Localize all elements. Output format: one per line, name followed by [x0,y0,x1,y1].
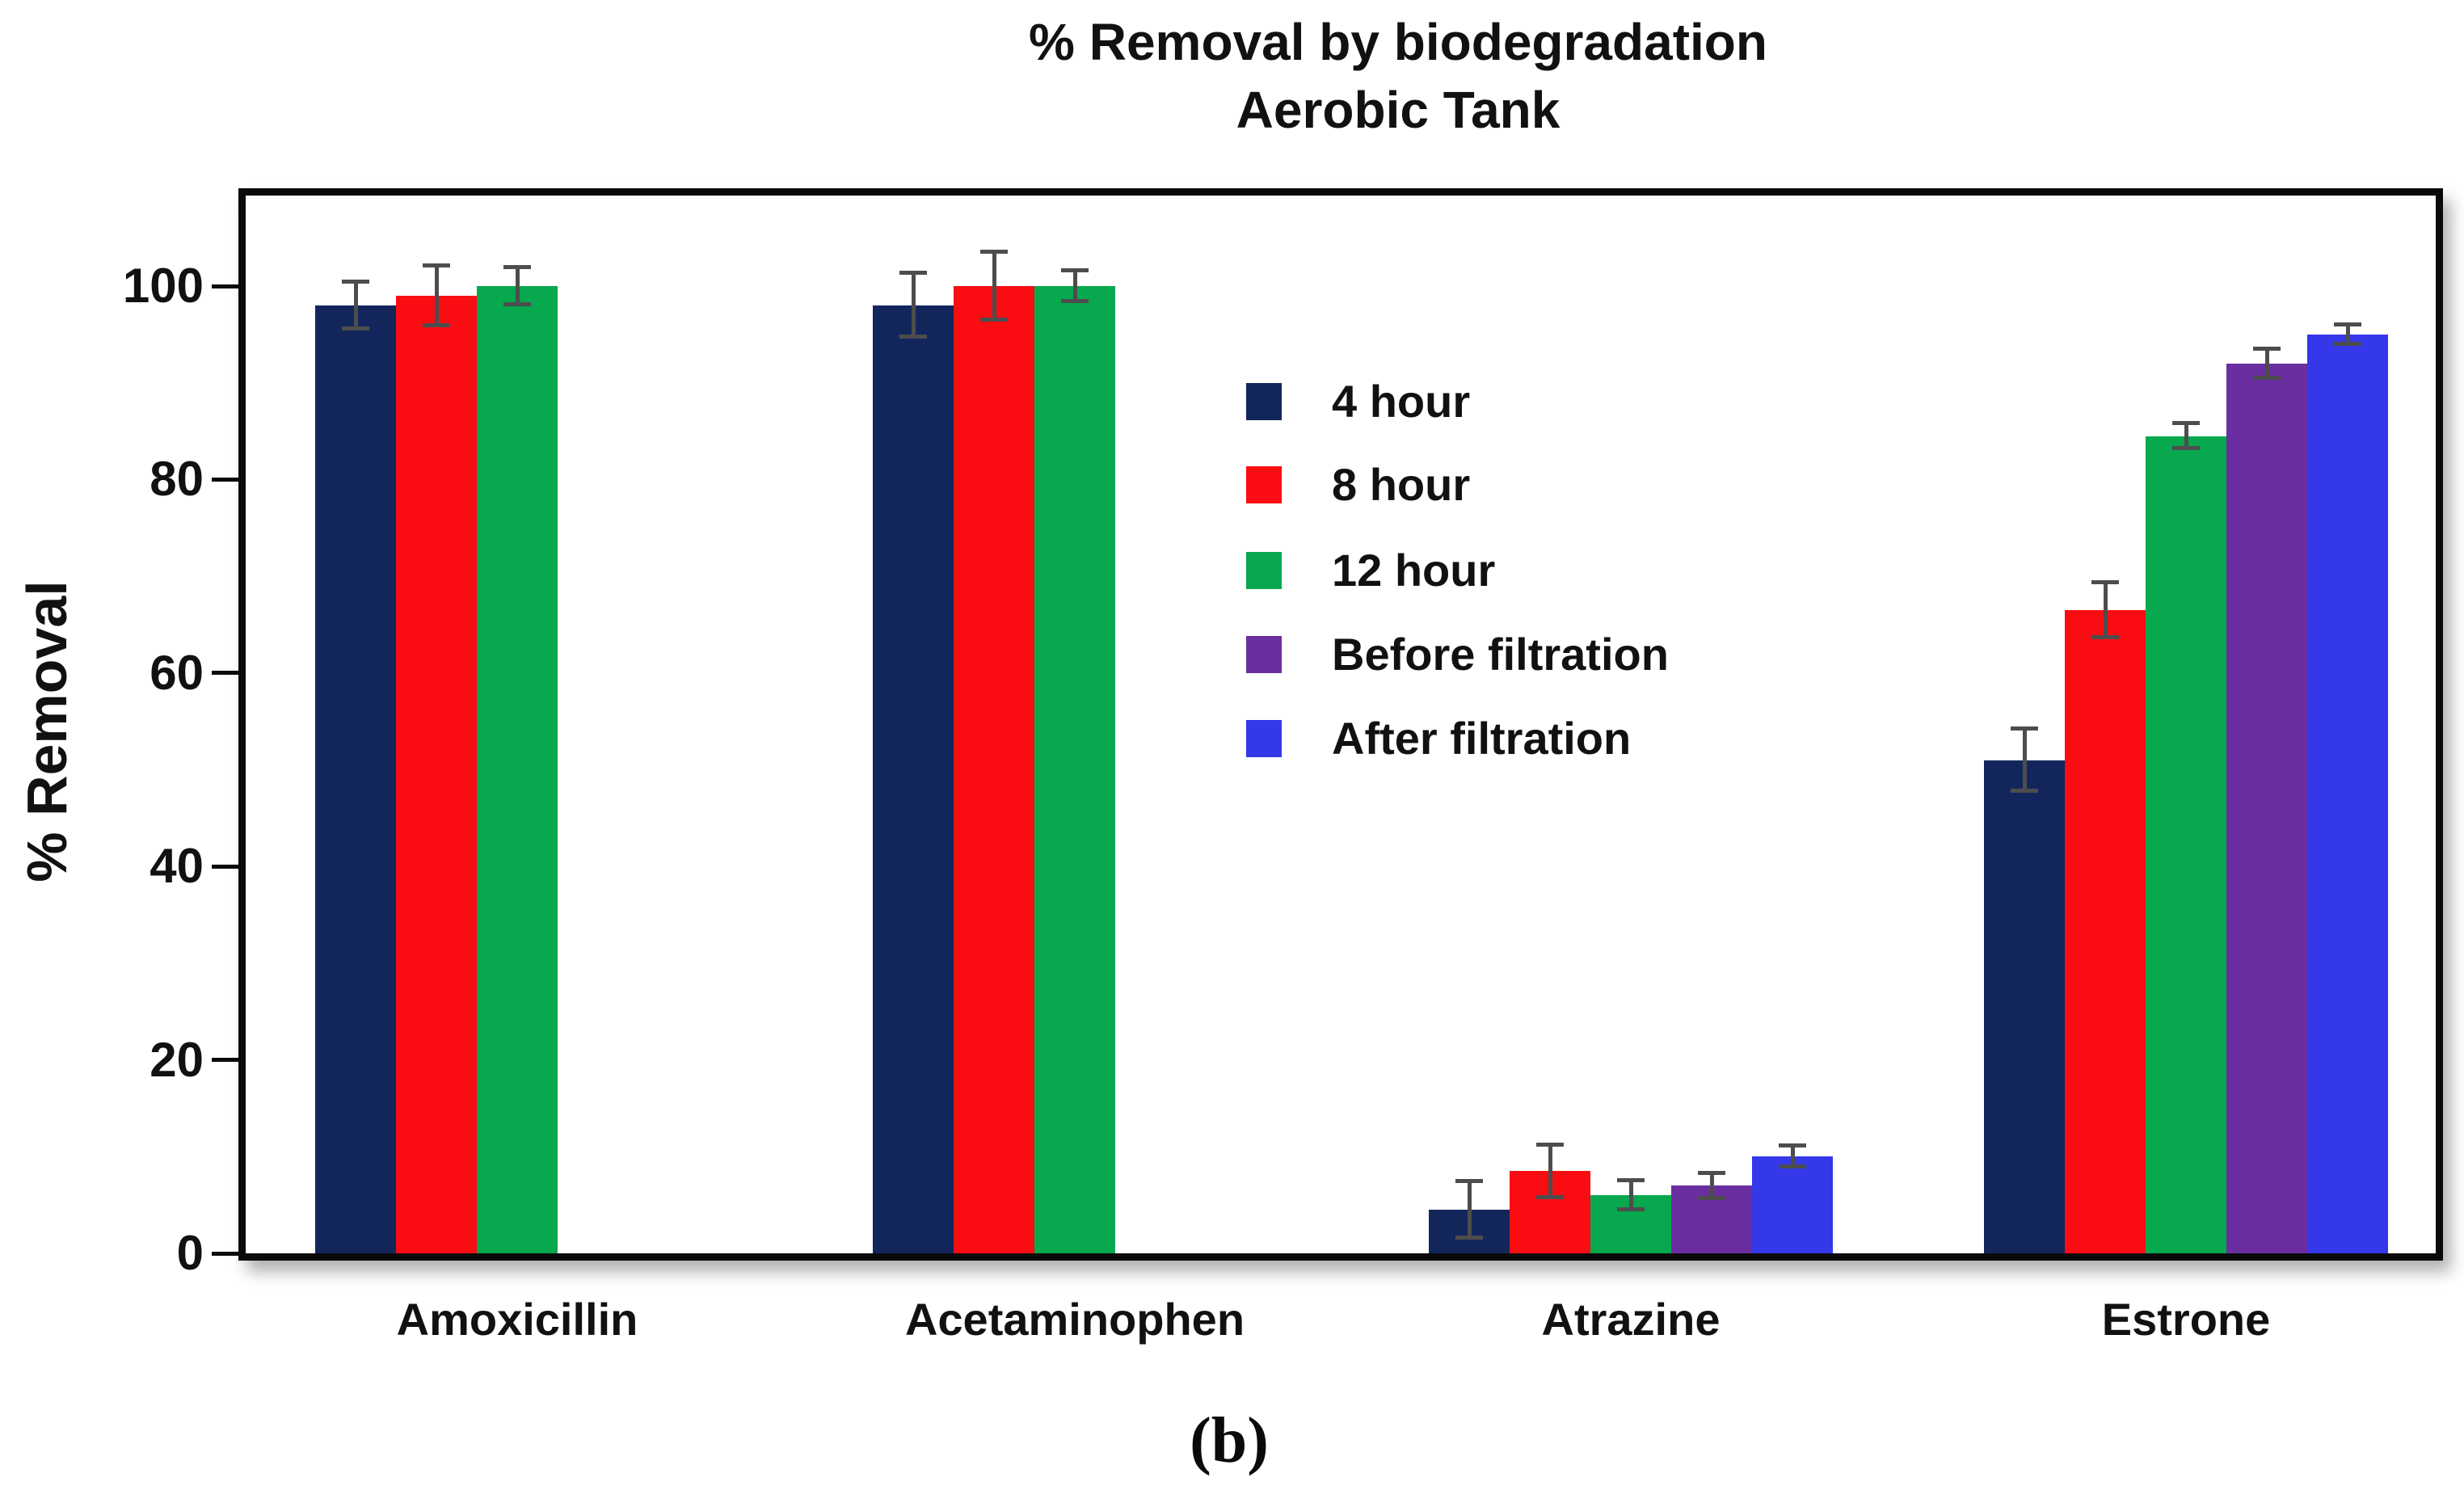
bar-8-hour-acetaminophen [954,286,1034,1253]
error-cap-top-4-hour-estrone [2011,726,2038,731]
error-bar-before-filtration-estrone [2264,348,2269,378]
bar-12-hour-acetaminophen [1034,286,1115,1253]
y-tick-100 [212,284,238,288]
legend-label-8-hour: 8 hour [1332,459,1471,510]
legend-swatch-8-hour [1246,466,1282,503]
error-bar-8-hour-atrazine [1548,1144,1552,1198]
error-cap-top-12-hour-atrazine [1617,1178,1645,1183]
bar-4-hour-acetaminophen [873,305,954,1253]
error-bar-8-hour-amoxicillin [434,265,439,326]
error-bar-4-hour-acetaminophen [911,273,916,338]
error-cap-top-12-hour-amoxicillin [503,265,531,270]
bar-12-hour-estrone [2146,436,2226,1253]
bar-4-hour-amoxicillin [315,305,396,1253]
bar-after-filtration-atrazine [1752,1156,1833,1253]
bar-8-hour-estrone [2065,610,2146,1253]
chart-title-line1: % Removal by biodegradation [1029,13,1767,71]
bar-12-hour-amoxicillin [477,286,558,1253]
error-cap-bottom-12-hour-atrazine [1617,1207,1645,1212]
error-cap-bottom-8-hour-amoxicillin [423,323,450,328]
error-cap-top-4-hour-atrazine [1455,1179,1483,1184]
legend-label-12-hour: 12 hour [1332,545,1496,596]
error-cap-bottom-4-hour-atrazine [1455,1235,1483,1240]
legend-label-before-filtration: Before filtration [1332,629,1669,680]
error-bar-8-hour-estrone [2103,583,2108,638]
error-cap-top-8-hour-estrone [2091,580,2119,585]
bar-4-hour-estrone [1984,760,2065,1253]
error-bar-8-hour-acetaminophen [992,252,996,320]
y-tick-label-60: 60 [150,645,204,700]
error-cap-bottom-4-hour-amoxicillin [342,326,369,331]
error-cap-top-12-hour-acetaminophen [1061,267,1089,272]
error-cap-bottom-4-hour-estrone [2011,788,2038,793]
legend-swatch-12-hour [1246,552,1282,589]
error-cap-bottom-8-hour-estrone [2091,634,2119,639]
error-cap-bottom-after-filtration-atrazine [1779,1164,1806,1169]
bar-8-hour-amoxicillin [396,295,477,1253]
error-bar-after-filtration-estrone [2345,324,2350,344]
error-cap-bottom-12-hour-estrone [2172,446,2200,451]
bar-after-filtration-estrone [2307,334,2388,1253]
error-bar-4-hour-amoxicillin [353,282,358,329]
error-cap-top-8-hour-acetaminophen [980,250,1008,255]
error-cap-top-after-filtration-estrone [2334,322,2361,326]
error-bar-after-filtration-atrazine [1790,1146,1795,1168]
y-tick-label-0: 0 [176,1226,204,1280]
error-cap-top-4-hour-acetaminophen [899,271,927,276]
y-tick-60 [212,671,238,676]
error-cap-bottom-12-hour-amoxicillin [503,301,531,306]
y-tick-label-100: 100 [122,259,204,313]
y-tick-label-40: 40 [150,839,204,894]
error-bar-12-hour-atrazine [1628,1181,1633,1211]
error-cap-bottom-8-hour-atrazine [1536,1194,1564,1199]
error-bar-4-hour-estrone [2022,729,2027,791]
error-cap-bottom-before-filtration-atrazine [1698,1195,1725,1200]
error-bar-4-hour-atrazine [1467,1181,1472,1238]
chart-title: % Removal by biodegradation Aerobic Tank [331,8,2464,144]
error-cap-bottom-12-hour-acetaminophen [1061,299,1089,304]
bar-before-filtration-estrone [2226,363,2307,1253]
y-tick-20 [212,1058,238,1063]
error-cap-bottom-8-hour-acetaminophen [980,317,1008,322]
y-tick-label-80: 80 [150,452,204,507]
error-cap-top-8-hour-amoxicillin [423,263,450,267]
legend-swatch-4-hour [1246,383,1282,420]
y-tick-0 [212,1251,238,1256]
error-cap-top-after-filtration-atrazine [1779,1143,1806,1148]
legend-label-after-filtration: After filtration [1332,713,1632,764]
x-axis-label-acetaminophen: Acetaminophen [904,1294,1245,1345]
error-cap-bottom-after-filtration-estrone [2334,341,2361,346]
error-cap-top-8-hour-atrazine [1536,1142,1564,1147]
legend-label-4-hour: 4 hour [1332,376,1471,427]
chart-title-line2: Aerobic Tank [1236,81,1561,139]
x-axis-label-estrone: Estrone [2101,1294,2271,1345]
error-bar-before-filtration-atrazine [1709,1173,1714,1198]
error-cap-top-12-hour-estrone [2172,420,2200,425]
error-bar-12-hour-acetaminophen [1072,270,1077,302]
error-cap-top-before-filtration-atrazine [1698,1170,1725,1175]
bars-layer [246,196,2436,1253]
error-cap-top-before-filtration-estrone [2253,346,2281,351]
y-tick-label-20: 20 [150,1032,204,1087]
error-cap-top-4-hour-amoxicillin [342,280,369,284]
x-axis-label-atrazine: Atrazine [1541,1294,1721,1345]
error-bar-12-hour-estrone [2184,423,2188,449]
legend-swatch-after-filtration [1246,720,1282,757]
y-tick-40 [212,864,238,869]
figure-caption: (b) [1190,1405,1269,1476]
x-axis-label-amoxicillin: Amoxicillin [396,1294,638,1345]
y-axis-title: % Removal [15,580,78,882]
error-cap-bottom-4-hour-acetaminophen [899,335,927,339]
error-bar-12-hour-amoxicillin [515,267,520,305]
error-cap-bottom-before-filtration-estrone [2253,375,2281,380]
legend-swatch-before-filtration [1246,636,1282,673]
y-tick-80 [212,477,238,482]
